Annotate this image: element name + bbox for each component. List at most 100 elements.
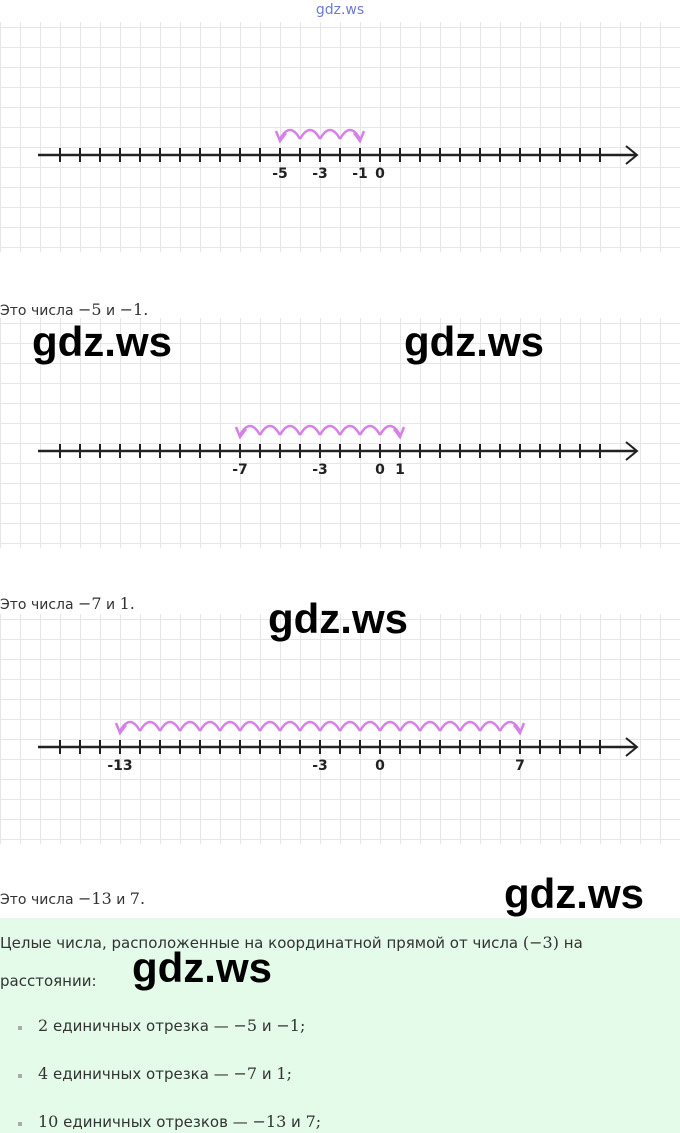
math: 1 xyxy=(119,594,130,613)
jump-arc xyxy=(338,424,362,436)
math: 7 xyxy=(129,889,140,908)
tick-label: -3 xyxy=(312,758,328,774)
text: Это числа xyxy=(0,597,74,613)
text: . xyxy=(143,300,149,319)
jump-arc xyxy=(438,720,462,732)
jump-arc xyxy=(138,720,162,732)
jump-arc xyxy=(158,720,182,732)
tick-label: 0 xyxy=(375,758,385,774)
text: и xyxy=(106,597,116,613)
math: 10 xyxy=(38,1112,59,1131)
math: 2 xyxy=(38,1016,49,1035)
text: и xyxy=(291,1113,301,1131)
math: (−3) xyxy=(522,933,559,952)
text: . xyxy=(129,594,135,613)
jump-arc xyxy=(198,720,222,732)
axis-arrow xyxy=(625,737,639,757)
text: единичных отрезка — xyxy=(52,1065,229,1083)
summary-intro: Целые числа, расположенные на координатн… xyxy=(0,924,680,1000)
arc-head xyxy=(393,426,406,440)
jump-arc xyxy=(318,424,342,436)
jump-arc xyxy=(298,128,322,140)
jump-arc xyxy=(258,424,282,436)
text: Это числа xyxy=(0,892,74,908)
number-line-panel: -5 -3 -1 0 xyxy=(0,22,680,252)
text: единичных отрезка — xyxy=(52,1017,229,1035)
number-line: -7 -3 0 1 xyxy=(38,424,639,478)
jump-arc xyxy=(358,720,382,732)
tick-label: 0 xyxy=(375,166,385,182)
math: 4 xyxy=(38,1064,49,1083)
jump-arc xyxy=(478,720,502,732)
text: Целые числа, расположенные на координатн… xyxy=(0,934,519,952)
tick-label: 7 xyxy=(515,758,525,774)
math: −1; xyxy=(276,1016,306,1035)
jump-arc xyxy=(118,720,142,732)
number-line-panel: -7 -3 0 1 xyxy=(0,318,680,548)
jump-arc xyxy=(318,128,342,140)
arc-head xyxy=(114,722,127,736)
watermark: gdz.ws xyxy=(32,318,173,365)
text: Это числа xyxy=(0,303,74,319)
text: и xyxy=(116,892,126,908)
number-line: -13 -3 0 7 xyxy=(38,720,639,774)
jump-arc xyxy=(338,720,362,732)
list-item: 4 единичных отрезка — −7 и 1; xyxy=(18,1064,292,1083)
caption: Это числа −13 и 7. xyxy=(0,889,145,908)
math: 7; xyxy=(305,1112,322,1131)
watermark: gdz.ws xyxy=(268,595,409,642)
arc-head xyxy=(234,426,247,440)
axis-arrow xyxy=(625,441,639,461)
item-body: 4 единичных отрезка — −7 и 1; xyxy=(38,1064,292,1083)
jump-arc xyxy=(278,720,302,732)
tick-label: -3 xyxy=(312,462,328,478)
jump-arc xyxy=(358,424,382,436)
tick-label: 1 xyxy=(395,462,405,478)
tick-label: -3 xyxy=(312,166,328,182)
tick-label: -7 xyxy=(232,462,248,478)
arc-head xyxy=(513,722,526,736)
math: −13 xyxy=(252,1112,287,1131)
jump-arc xyxy=(378,720,402,732)
jump-arc xyxy=(498,720,522,732)
text: на расстоянии: xyxy=(0,934,583,990)
item-body: 10 единичных отрезков — −13 и 7; xyxy=(38,1112,322,1131)
jump-arc xyxy=(218,720,242,732)
text: и xyxy=(261,1065,272,1083)
jump-arc xyxy=(178,720,202,732)
math: −5 xyxy=(233,1016,258,1035)
jump-arc xyxy=(298,720,322,732)
math: −7 xyxy=(233,1064,258,1083)
jump-arc xyxy=(278,424,302,436)
list-item: 2 единичных отрезка — −5 и −1; xyxy=(18,1016,305,1035)
text: единичных отрезков — xyxy=(63,1113,248,1131)
jump-arc xyxy=(278,128,302,140)
caption: Это числа −7 и 1. xyxy=(0,594,135,613)
arc-head xyxy=(353,130,366,144)
caption: Это числа −5 и −1. xyxy=(0,300,148,319)
math: −7 xyxy=(78,594,102,613)
text: . xyxy=(139,889,146,908)
watermark: gdz.ws xyxy=(404,318,545,365)
jump-arc xyxy=(458,720,482,732)
watermark: gdz.ws xyxy=(132,944,273,991)
math: 1; xyxy=(276,1064,292,1083)
jump-arc xyxy=(298,424,322,436)
arc-head xyxy=(274,130,287,144)
math: −5 xyxy=(78,300,102,319)
tick-label: -13 xyxy=(107,758,132,774)
math: −13 xyxy=(78,889,112,908)
tick-label: -1 xyxy=(352,166,368,182)
item-body: 2 единичных отрезка — −5 и −1; xyxy=(38,1016,306,1035)
watermark: gdz.ws xyxy=(504,870,645,917)
site-link[interactable]: gdz.ws xyxy=(315,2,365,18)
jump-arc xyxy=(258,720,282,732)
jump-arc xyxy=(318,720,342,732)
tick-label: 0 xyxy=(375,462,385,478)
number-line: -5 -3 -1 0 xyxy=(38,128,639,182)
tick-label: -5 xyxy=(272,166,288,182)
jump-arc xyxy=(238,720,262,732)
text: и xyxy=(261,1017,272,1035)
jump-arc xyxy=(418,720,442,732)
